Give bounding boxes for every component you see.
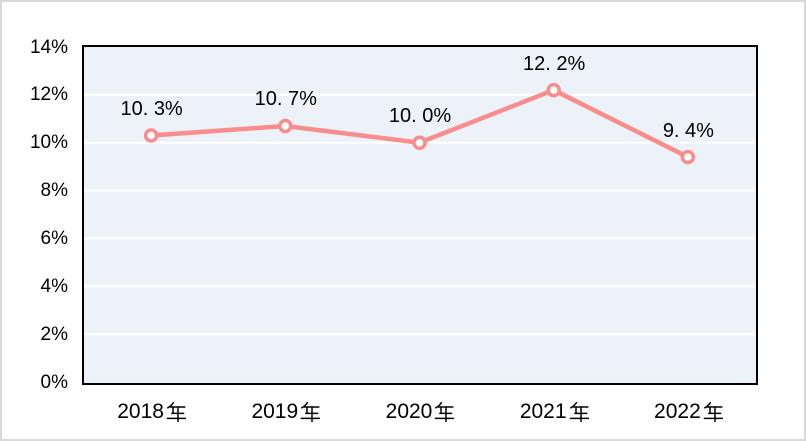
year-character-glyph <box>703 402 723 422</box>
y-axis-tick-label: 8% <box>40 180 68 202</box>
y-axis-tick-label: 4% <box>40 275 68 297</box>
data-point-label: 10. 3% <box>120 98 183 121</box>
x-axis-year-number: 2018 <box>117 400 164 423</box>
y-axis-tick-label: 2% <box>40 323 68 345</box>
data-point-label: 12. 2% <box>523 52 586 75</box>
data-point-marker <box>546 82 561 98</box>
x-axis-year-number: 2020 <box>385 400 433 423</box>
y-axis-tick-label: 12% <box>29 84 68 106</box>
x-axis-tick-label: 2019 <box>216 399 356 425</box>
x-axis-year-number: 2019 <box>251 400 299 423</box>
data-point-marker <box>412 135 427 150</box>
x-axis-tick-label: 2022 <box>618 399 758 425</box>
x-axis-year-number: 2021 <box>519 400 567 423</box>
x-axis-tick-label: 2020 <box>350 399 490 425</box>
data-point-label: 10. 7% <box>254 88 317 111</box>
year-character-glyph <box>166 402 186 422</box>
x-axis-tick-label: 2018 <box>82 399 222 425</box>
data-point-label: 9. 4% <box>662 119 714 142</box>
data-point-marker <box>278 118 293 134</box>
data-point-label: 10. 0% <box>388 105 452 128</box>
y-axis-tick-label: 0% <box>40 371 68 393</box>
plot-area <box>82 45 758 385</box>
data-point-marker <box>143 128 159 143</box>
y-axis-tick-label: 14% <box>29 36 68 58</box>
year-character-glyph <box>300 402 321 422</box>
year-character-glyph <box>435 402 455 422</box>
line-chart-svg <box>84 82 755 336</box>
y-axis-tick-label: 6% <box>40 227 68 249</box>
y-axis-tick-label: 10% <box>29 132 68 154</box>
x-axis-tick-label: 2021 <box>484 399 624 425</box>
data-point-marker <box>680 149 696 165</box>
year-character-glyph <box>569 402 589 422</box>
x-axis-year-number: 2022 <box>654 400 701 423</box>
